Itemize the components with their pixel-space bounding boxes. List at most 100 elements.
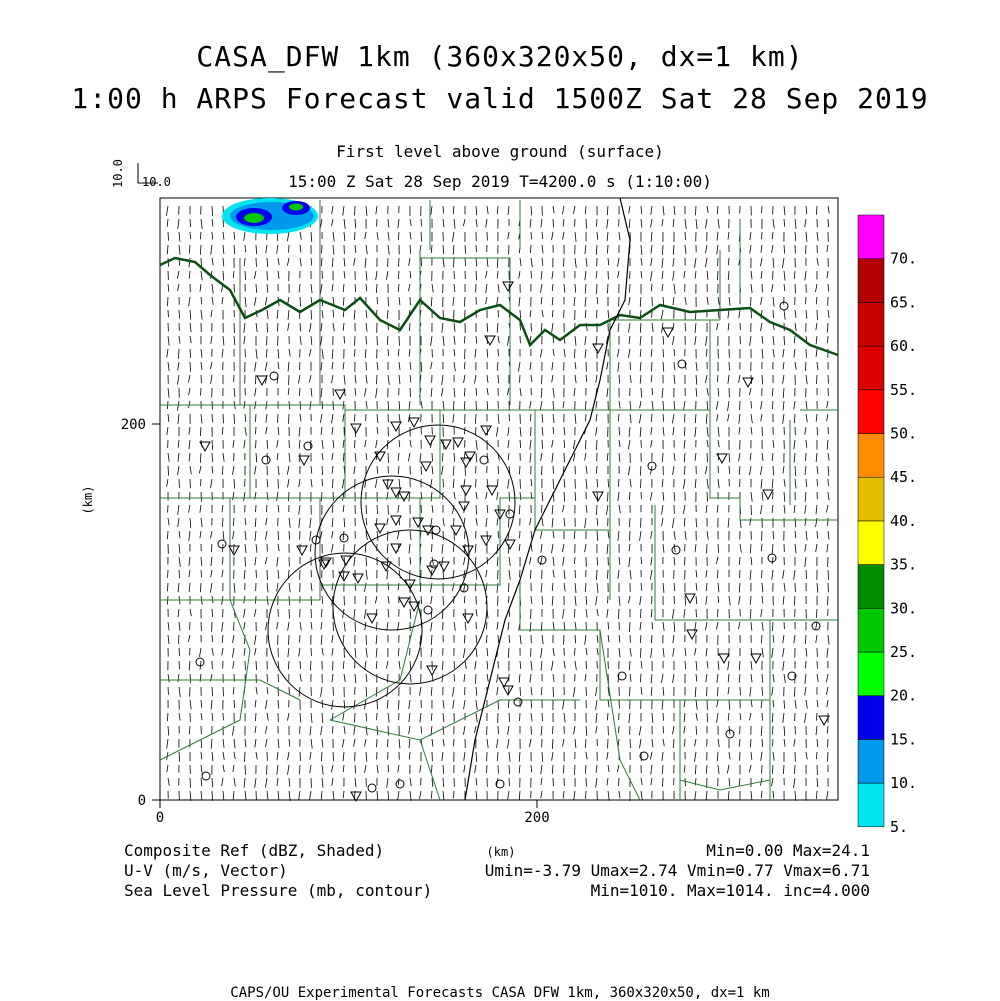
wind-vector (751, 310, 752, 318)
wind-vector (376, 622, 377, 630)
wind-vector (729, 362, 730, 371)
wind-vector (168, 466, 169, 476)
wind-vector (167, 297, 168, 306)
wind-vector (795, 284, 796, 294)
wind-vector (596, 310, 597, 318)
colorbar: 5.10.15.20.25.30.35.40.45.50.55.60.65.70… (858, 215, 917, 836)
wind-vector (630, 739, 631, 748)
wind-vector (827, 752, 828, 761)
wind-vector (519, 466, 520, 474)
colorbar-swatch (858, 215, 884, 259)
colorbar-swatch (858, 739, 884, 783)
wind-vector (266, 505, 267, 512)
wind-vector (563, 258, 564, 267)
colorbar-swatch (858, 346, 884, 390)
wind-vector (596, 570, 597, 580)
wind-vector (817, 661, 818, 669)
wind-vector (167, 531, 168, 539)
wind-vector (574, 648, 575, 656)
y-axis-unit: (km) (81, 486, 95, 515)
wind-vector (652, 388, 653, 395)
wind-vector (817, 531, 818, 539)
wind-vector (706, 349, 707, 356)
wind-vector (387, 531, 388, 541)
wind-vector (663, 713, 664, 721)
wind-vector (586, 219, 587, 229)
wind-vector (585, 414, 586, 421)
wind-vector (464, 388, 465, 396)
wind-vector (607, 284, 608, 293)
wind-vector (431, 765, 432, 773)
wind-vector (762, 713, 763, 721)
wind-vector (662, 778, 663, 787)
wind-vector (354, 349, 355, 357)
wind-vector (464, 427, 465, 434)
wind-vector (607, 570, 608, 579)
ref-field-stats: Min=0.00 Max=24.1 (706, 841, 870, 860)
wind-field-label: U-V (m/s, Vector) (124, 861, 288, 880)
wind-vector (178, 349, 179, 359)
wind-vector (827, 323, 828, 332)
colorbar-swatch (858, 696, 884, 740)
wind-vector (421, 219, 422, 226)
wind-field-stats: Umin=-3.79 Umax=2.74 Vmin=0.77 Vmax=6.71 (485, 861, 870, 880)
colorbar-swatch (858, 565, 884, 609)
colorbar-label: 55. (890, 381, 917, 399)
wind-vector (288, 414, 289, 424)
wind-vector (542, 440, 543, 449)
colorbar-label: 10. (890, 774, 917, 792)
colorbar-swatch (858, 477, 884, 521)
map-plot-area (160, 198, 838, 801)
colorbar-swatch (858, 259, 884, 303)
x-axis-unit: (km) (487, 845, 516, 859)
wind-vector (476, 505, 477, 514)
colorbar-label: 70. (890, 250, 917, 268)
slp-field-stats: Min=1010. Max=1014. inc=4.000 (591, 881, 870, 900)
colorbar-label: 30. (890, 599, 917, 617)
ref-field-label: Composite Ref (dBZ, Shaded) (124, 841, 384, 860)
wind-vector (596, 284, 597, 294)
wind-vector (684, 557, 685, 566)
colorbar-label: 60. (890, 337, 917, 355)
wind-vector (421, 505, 422, 513)
wind-vector (542, 596, 543, 605)
wind-vector (629, 687, 630, 696)
wind-vector (640, 609, 641, 618)
wind-vector (190, 778, 191, 788)
wind-vector (278, 674, 279, 682)
colorbar-swatch (858, 434, 884, 478)
wind-vector (465, 466, 466, 476)
wind-vector (663, 726, 664, 733)
wind-vector (772, 622, 773, 631)
wind-vector (685, 232, 686, 240)
subtitle-line-2: 15:00 Z Sat 28 Sep 2019 T=4200.0 s (1:10… (0, 172, 1000, 191)
colorbar-label: 40. (890, 512, 917, 530)
wind-vector (333, 492, 334, 501)
wind-vector (761, 232, 762, 239)
wind-vector (607, 245, 608, 254)
wind-vector (267, 323, 268, 332)
wind-vector (509, 765, 510, 774)
wind-vector (695, 765, 696, 774)
wind-vector (190, 362, 191, 372)
wind-vector (409, 323, 410, 331)
footer-credit: CAPS/OU Experimental Forecasts CASA DFW … (0, 985, 1000, 1001)
title-line-2: 1:00 h ARPS Forecast valid 1500Z Sat 28 … (0, 82, 1000, 115)
wind-vector (541, 466, 542, 475)
wind-vector (278, 700, 279, 709)
wind-vector (651, 414, 652, 422)
wind-vector (640, 479, 641, 488)
wind-vector (530, 245, 531, 253)
colorbar-label: 45. (890, 468, 917, 486)
wind-vector (486, 765, 487, 773)
wind-vector (497, 479, 498, 486)
wind-vector (179, 661, 180, 669)
wind-vector (344, 336, 345, 343)
wind-vector (212, 232, 213, 239)
colorbar-swatch (858, 521, 884, 565)
wind-vector (179, 648, 180, 656)
wind-vector (376, 375, 377, 384)
colorbar-label: 35. (890, 556, 917, 574)
wind-vector (212, 206, 213, 216)
reflectivity-echo (222, 198, 318, 234)
